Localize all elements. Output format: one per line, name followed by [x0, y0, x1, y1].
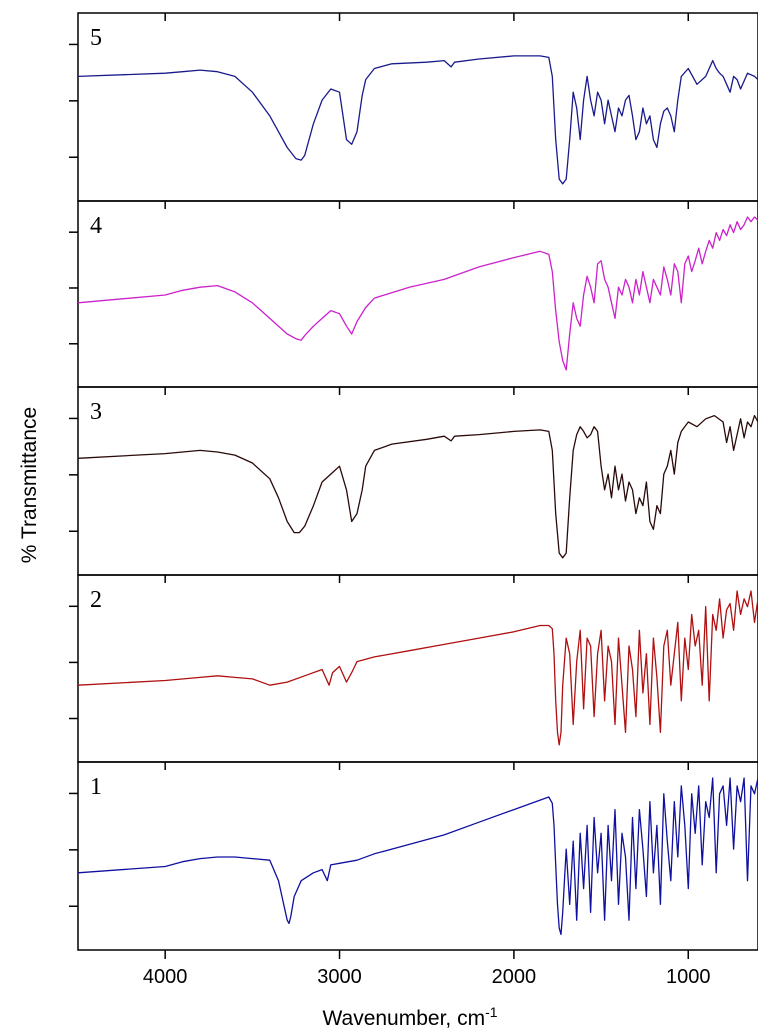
x-axis-title-superscript: -1 — [485, 1004, 498, 1020]
panel-1: 1 — [69, 761, 758, 951]
x-axis: 4000 3000 2000 1000 — [143, 950, 711, 988]
x-tick-label: 4000 — [143, 966, 188, 988]
panel-label-1: 1 — [90, 774, 102, 800]
x-tick-label: 2000 — [492, 966, 537, 988]
panel-label-3: 3 — [90, 399, 102, 425]
panels-layer: 5 4 3 2 1 — [69, 12, 758, 951]
x-tick-label: 3000 — [317, 966, 362, 988]
panel-label-5: 5 — [90, 25, 102, 51]
spectrum-line-1 — [77, 777, 758, 936]
spectrum-line-2 — [77, 590, 758, 746]
panel-label-2: 2 — [90, 587, 102, 613]
panel-frame-3 — [77, 386, 758, 576]
panel-3: 3 — [69, 386, 758, 576]
x-tick-label: 1000 — [666, 966, 711, 988]
panel-label-4: 4 — [90, 213, 102, 239]
spectrum-line-4 — [77, 216, 758, 371]
y-axis-title: % Transmittance — [18, 407, 41, 563]
panel-frame-4 — [77, 200, 758, 388]
spectrum-line-5 — [77, 55, 758, 185]
panel-frame-5 — [77, 12, 758, 202]
panel-5: 5 — [69, 12, 758, 202]
panel-frame-1 — [77, 761, 758, 951]
x-axis-title-text: Wavenumber, cm — [322, 1007, 485, 1030]
panel-2: 2 — [69, 574, 758, 763]
panel-4: 4 — [69, 200, 758, 388]
spectrum-line-3 — [77, 414, 758, 559]
x-axis-title: Wavenumber, cm-1 — [322, 1004, 497, 1030]
